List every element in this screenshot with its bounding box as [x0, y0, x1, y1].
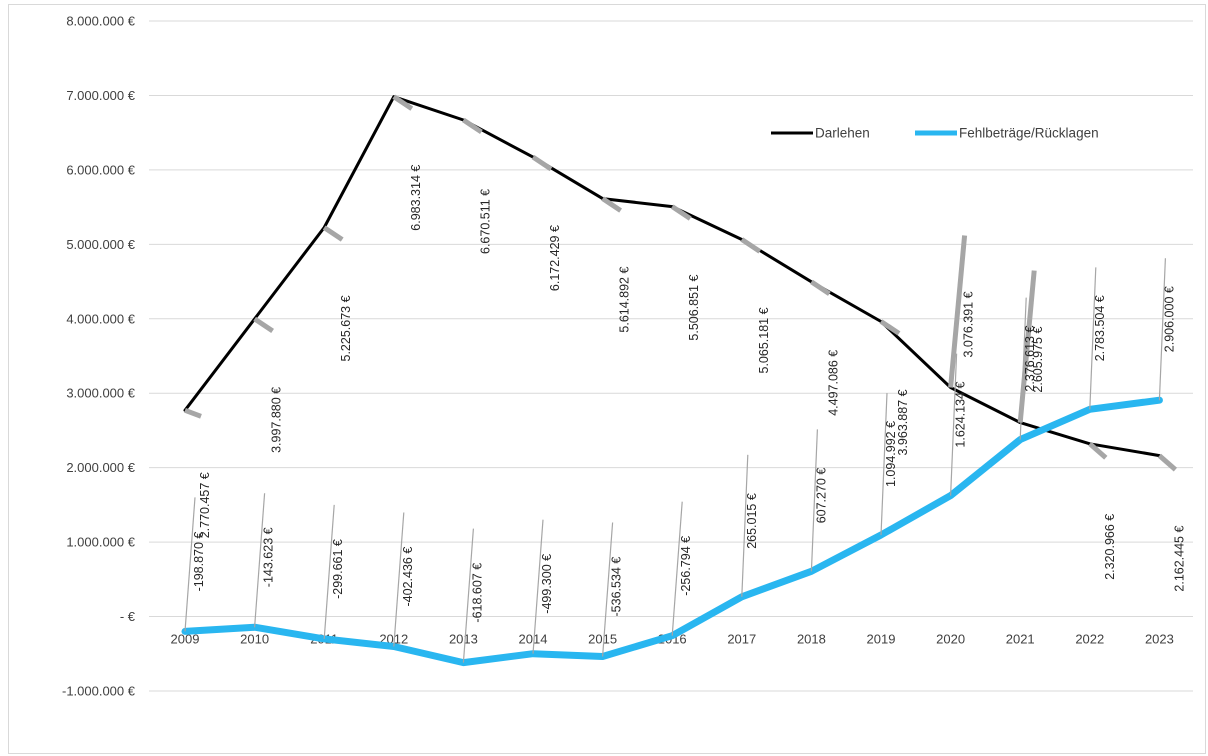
leader-line [1088, 441, 1108, 460]
y-tick-label: 3.000.000 € [66, 386, 135, 401]
chart-frame: 8.000.000 € 7.000.000 € 6.000.000 € 5.000.0… [8, 4, 1206, 754]
data-label: -499.300 € [540, 554, 554, 614]
leader-line [1019, 297, 1027, 440]
x-tick-label: 2015 [588, 632, 617, 647]
y-tick-label: 2.000.000 € [66, 460, 135, 475]
x-tick-label: 2014 [519, 632, 548, 647]
leader-line [740, 237, 762, 254]
x-tick-label: 2019 [867, 632, 896, 647]
leader-line [741, 454, 749, 597]
data-label: 607.270 € [814, 468, 828, 524]
leader-line [323, 504, 335, 639]
y-tick-label: 8.000.000 € [66, 14, 135, 29]
data-label: -198.870 € [192, 532, 206, 592]
leader-line [322, 225, 344, 242]
data-label: 5.614.892 € [618, 267, 632, 333]
data-label: 1.624.134 € [954, 382, 968, 448]
leader-line [184, 407, 202, 419]
data-label: 5.225.673 € [339, 295, 353, 361]
data-label: -402.436 € [401, 547, 415, 607]
y-tick-label: - € [120, 609, 136, 624]
leader-line [810, 429, 818, 572]
data-label: -536.534 € [610, 557, 624, 617]
leader-line [462, 528, 474, 663]
line-chart: 8.000.000 € 7.000.000 € 6.000.000 € 5.000.0… [62, 14, 1193, 699]
data-label: 2.320.966 € [1103, 514, 1117, 580]
leader-line [879, 319, 901, 336]
x-tick-label: 2013 [449, 632, 478, 647]
x-tick-label: 2009 [171, 632, 200, 647]
leader-line [880, 393, 888, 536]
leader-line [184, 497, 196, 632]
data-label: 4.497.086 € [826, 350, 840, 416]
leader-line [948, 235, 968, 388]
x-tick-label: 2020 [936, 632, 965, 647]
leader-line [254, 493, 266, 628]
data-label: -143.623 € [262, 527, 276, 587]
data-label: 2.906.000 € [1162, 286, 1176, 352]
data-label: 6.670.511 € [478, 189, 492, 254]
x-tick-label: 2022 [1075, 632, 1104, 647]
data-label: 2.162.445 € [1172, 526, 1186, 592]
data-label: -618.607 € [470, 563, 484, 623]
x-tick-label: 2018 [797, 632, 826, 647]
data-label: 5.065.181 € [757, 307, 771, 373]
series-line-fehlbetraege-ruecklagen [181, 396, 1163, 667]
y-tick-label: 7.000.000 € [66, 88, 135, 103]
leader-line [602, 522, 614, 657]
x-tick-label: 2021 [1006, 632, 1035, 647]
leader-line [253, 316, 274, 334]
data-label: -256.794 € [679, 536, 693, 596]
data-label: 2.605.975 € [1031, 327, 1045, 393]
leader-line [462, 117, 483, 135]
y-tick-label: 4.000.000 € [66, 311, 135, 326]
x-tick-label: 2017 [727, 632, 756, 647]
leader-line [1089, 267, 1097, 410]
data-label: 6.172.429 € [548, 225, 562, 291]
leader-line [671, 501, 683, 636]
x-tick-label: 2010 [240, 632, 269, 647]
leader-line [532, 519, 544, 654]
data-label: 1.094.992 € [884, 421, 898, 487]
leader-line [531, 154, 553, 172]
data-label: -299.661 € [331, 539, 345, 599]
y-tick-label: 5.000.000 € [66, 237, 135, 252]
leader-line [810, 279, 831, 296]
legend-label: Darlehen [815, 126, 870, 141]
data-label: 2.770.457 € [198, 472, 212, 538]
data-label: 3.076.391 € [962, 291, 976, 357]
leader-line [601, 196, 622, 213]
legend-label: Fehlbeträge/Rücklagen [959, 126, 1099, 141]
data-label: 265.015 € [745, 493, 759, 549]
leader-line [1157, 453, 1178, 472]
leader-line [1158, 258, 1166, 401]
data-label: 5.506.851 € [687, 275, 701, 341]
leader-line [392, 94, 414, 111]
data-label: 3.997.880 € [270, 387, 284, 453]
y-tick-label: 1.000.000 € [66, 535, 135, 550]
leader-line [950, 353, 958, 496]
y-tick-label: -1.000.000 € [62, 684, 136, 699]
y-tick-label: 6.000.000 € [66, 162, 135, 177]
data-label: 6.983.314 € [409, 165, 423, 231]
data-label: 2.783.504 € [1093, 295, 1107, 361]
leader-line [670, 204, 692, 221]
leader-line [393, 512, 405, 647]
series-line-darlehen [183, 95, 1161, 458]
data-label: 3.963.887 € [896, 389, 910, 455]
x-tick-label: 2023 [1145, 632, 1174, 647]
data-label: 2.376.613 € [1023, 326, 1037, 392]
